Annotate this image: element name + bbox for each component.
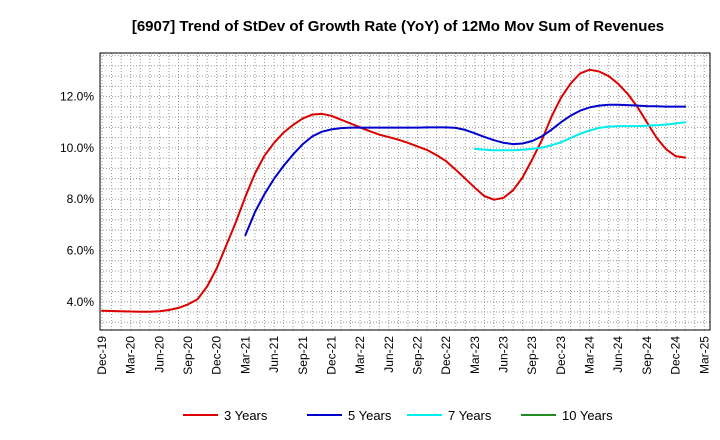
- y-tick-label: 8.0%: [67, 192, 95, 206]
- chart-title: [6907] Trend of StDev of Growth Rate (Yo…: [132, 18, 664, 35]
- y-tick-label: 12.0%: [60, 90, 94, 104]
- y-tick-label: 6.0%: [67, 243, 95, 257]
- y-tick-label: 10.0%: [60, 141, 94, 155]
- x-tick-label: Sep-23: [525, 336, 539, 375]
- series-layer: [101, 68, 687, 313]
- x-tick-label: Sep-20: [181, 336, 195, 375]
- plot-frame: [99, 52, 711, 331]
- series-line-3-years: [101, 68, 687, 313]
- legend-label: 7 Years: [448, 408, 492, 423]
- series-line-5-years: [244, 103, 687, 237]
- legend: 3 Years 5 Years 7 Years 10 Years: [183, 408, 613, 423]
- vertical-gridlines: [101, 53, 705, 330]
- x-tick-label: Dec-19: [95, 336, 109, 375]
- x-tick-label: Jun-21: [267, 336, 281, 373]
- x-tick-label: Dec-20: [210, 336, 224, 375]
- legend-label: 5 Years: [348, 408, 392, 423]
- x-tick-label: Mar-22: [353, 336, 367, 374]
- series-line-7-years: [473, 121, 687, 152]
- x-tick-label: Mar-20: [124, 336, 138, 374]
- x-tick-label: Dec-24: [669, 336, 683, 375]
- x-tick-label: Mar-23: [468, 336, 482, 374]
- x-tick-label: Sep-22: [410, 336, 424, 375]
- x-tick-label: Dec-21: [324, 336, 338, 375]
- y-axis-ticks: 4.0% 6.0% 8.0% 10.0% 12.0%: [60, 90, 94, 309]
- x-tick-label: Jun-22: [382, 336, 396, 373]
- x-tick-label: Mar-21: [238, 336, 252, 374]
- x-axis-ticks: Dec-19 Mar-20 Jun-20 Sep-20 Dec-20 Mar-21 Jun-…: [95, 336, 711, 375]
- y-tick-label: 4.0%: [67, 295, 95, 309]
- x-tick-label: Mar-24: [583, 336, 597, 374]
- x-tick-label: Jun-20: [152, 336, 166, 373]
- x-tick-label: Jun-23: [497, 336, 511, 373]
- x-tick-label: Sep-21: [296, 336, 310, 375]
- legend-label: 10 Years: [562, 408, 613, 423]
- x-tick-label: Dec-22: [439, 336, 453, 375]
- x-tick-label: Mar-25: [697, 336, 711, 374]
- x-tick-label: Jun-24: [611, 336, 625, 373]
- x-tick-label: Sep-24: [640, 336, 654, 375]
- legend-label: 3 Years: [224, 408, 268, 423]
- x-tick-label: Dec-23: [554, 336, 568, 375]
